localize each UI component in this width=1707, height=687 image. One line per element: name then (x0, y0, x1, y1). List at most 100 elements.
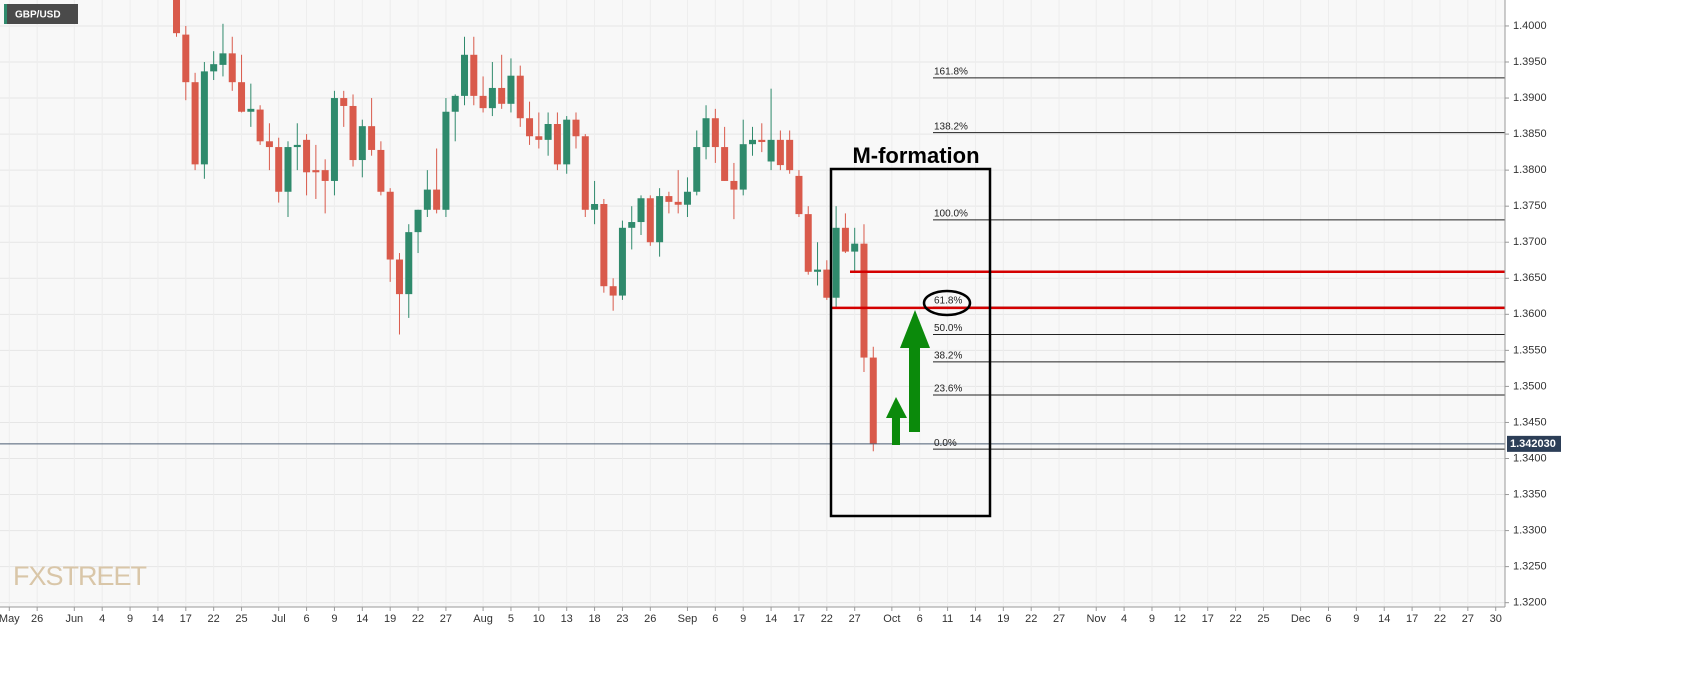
annotation-box (829, 167, 992, 518)
x-tick-label: Jul (272, 613, 286, 625)
candle-body (656, 196, 664, 243)
x-tick-label: 25 (235, 613, 247, 625)
candle-body (284, 147, 292, 192)
candle-body (758, 139, 766, 143)
x-tick-label: 18 (588, 613, 600, 625)
candles (173, 0, 877, 452)
candle-body (293, 144, 301, 148)
x-tick-label: 13 (561, 613, 573, 625)
y-tick-label: 1.4000 (1513, 20, 1547, 32)
highlight-ellipse (922, 289, 972, 317)
x-tick-label: Sep (678, 613, 698, 625)
x-tick-label: 6 (304, 613, 310, 625)
overlay: 161.8% 138.2% 100.0% 61.8% 50.0% 38.2% 23.6% 0.… (0, 66, 1505, 450)
symbol-badge (4, 4, 78, 24)
candle-body (330, 98, 338, 181)
x-tick-label: 27 (440, 613, 452, 625)
candle-body (433, 189, 441, 210)
candle-body (238, 82, 246, 112)
y-tick-label: 1.3850 (1513, 128, 1547, 140)
candle-body (312, 170, 320, 173)
candle-body (693, 147, 701, 192)
arrow-shaft (892, 417, 900, 445)
x-tick-label: 6 (1325, 613, 1331, 625)
x-tick-label: 14 (356, 613, 368, 625)
x-tick-label: 17 (180, 613, 192, 625)
x-tick-label: Nov (1086, 613, 1106, 625)
watermark: FXSTREET (13, 561, 147, 591)
x-tick-label: 27 (1462, 613, 1474, 625)
candle-body (210, 64, 218, 72)
plot-area (0, 0, 1505, 607)
candle-body (618, 227, 626, 296)
candle-body (851, 243, 859, 252)
x-tick-label: 17 (793, 613, 805, 625)
symbol-badge-accent (4, 4, 7, 24)
candle-body (730, 180, 738, 190)
candle-body (349, 105, 357, 161)
x-tick-label: 27 (1053, 613, 1065, 625)
candle-body (628, 222, 636, 228)
y-tick-label: 1.3750 (1513, 200, 1547, 212)
candle-body (265, 141, 273, 148)
y-tick-label: 1.3300 (1513, 524, 1547, 536)
x-tick-label: 14 (969, 613, 981, 625)
fib-label: 61.8% (934, 296, 962, 307)
y-tick-label: 1.3600 (1513, 308, 1547, 320)
candle-body (358, 126, 366, 161)
fib-label: 161.8% (934, 66, 968, 77)
x-tick-label: 9 (331, 613, 337, 625)
candle-body (665, 196, 673, 202)
candle-body (526, 118, 534, 137)
x-tick-label: 4 (1121, 613, 1127, 625)
x-tick-label: 14 (765, 613, 777, 625)
candle-body (507, 75, 515, 104)
candle-body (488, 87, 496, 109)
candle-body (173, 0, 181, 34)
x-tick-label: 22 (412, 613, 424, 625)
x-tick-label: 30 (1490, 613, 1502, 625)
x-tick-label: May (0, 613, 20, 625)
candle-body (795, 175, 803, 215)
candle-body (860, 243, 868, 358)
candle-body (563, 119, 571, 165)
x-tick-label: 17 (1406, 613, 1418, 625)
x-tick-label: 9 (1353, 613, 1359, 625)
candle-body (711, 118, 719, 148)
candle-body (516, 75, 524, 119)
x-tick-label: 27 (849, 613, 861, 625)
candle-body (368, 126, 376, 150)
arrow-shaft (909, 346, 920, 432)
x-tick-label: 9 (1149, 613, 1155, 625)
x-tick-label: 4 (99, 613, 105, 625)
candle-body (219, 53, 227, 65)
x-tick-label: 14 (152, 613, 164, 625)
y-tick-label: 1.3900 (1513, 92, 1547, 104)
candle-body (182, 34, 190, 83)
last-price-badge (1507, 435, 1561, 452)
x-tick-label: 26 (644, 613, 656, 625)
candle-body (470, 54, 478, 96)
candle-body (804, 214, 812, 272)
x-tick-label: 26 (31, 613, 43, 625)
candle-body (442, 111, 450, 210)
candle-body (498, 87, 506, 104)
x-tick-label: 22 (1434, 613, 1446, 625)
x-tick-label: 9 (740, 613, 746, 625)
annotation-title: M-formation (852, 143, 979, 168)
candle-body (395, 259, 403, 295)
x-tick-label: Oct (883, 613, 900, 625)
y-tick-label: 1.3200 (1513, 597, 1547, 609)
fib-label: 50.0% (934, 323, 962, 334)
x-tick-label: 22 (1025, 613, 1037, 625)
candle-body (832, 227, 840, 298)
x-tick-label: 10 (533, 613, 545, 625)
y-tick-label: 1.3550 (1513, 344, 1547, 356)
candle-body (321, 170, 329, 181)
y-tick-label: 1.3250 (1513, 561, 1547, 573)
x-tick-label: 19 (384, 613, 396, 625)
x-tick-label: 22 (1229, 613, 1241, 625)
fib-label: 100.0% (934, 209, 968, 220)
x-tick-label: 22 (208, 613, 220, 625)
